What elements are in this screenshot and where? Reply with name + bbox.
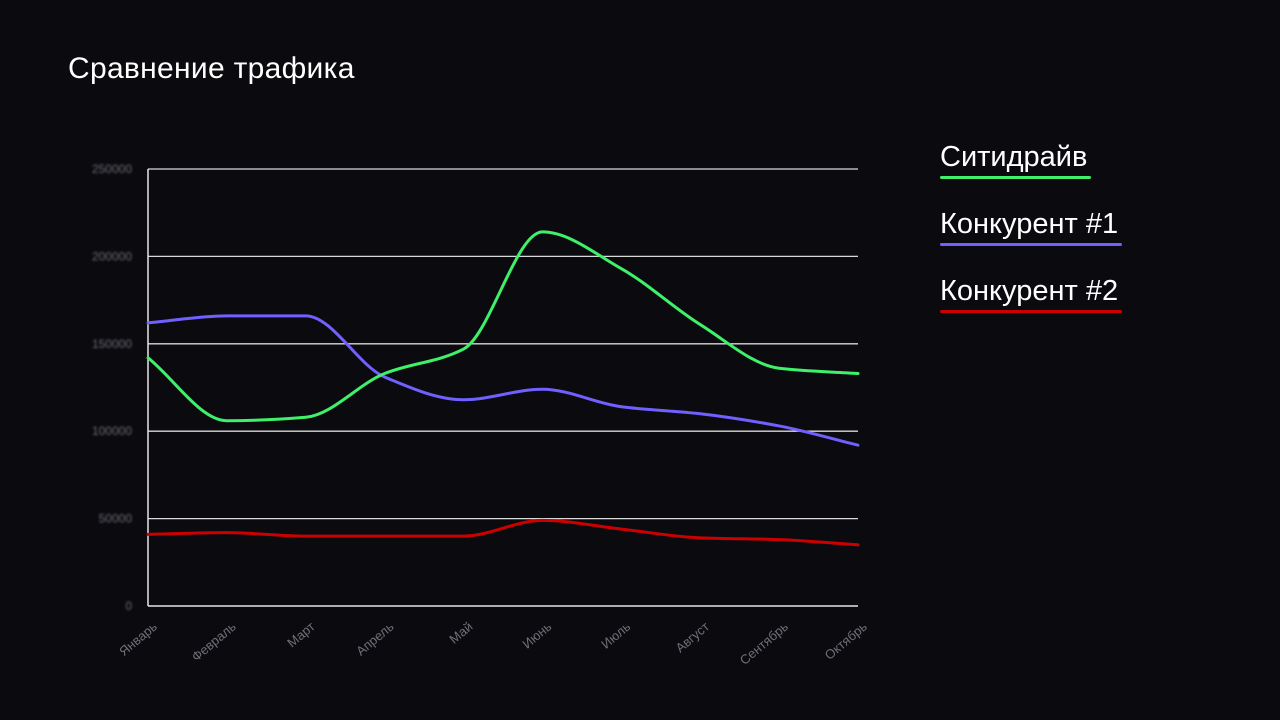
x-tick-label: Июль	[598, 619, 633, 652]
y-tick-label: 150000	[92, 337, 132, 351]
x-tick-label: Март	[284, 619, 318, 651]
legend-label: Конкурент #1	[940, 208, 1119, 240]
y-tick-label: 250000	[92, 162, 132, 176]
legend-swatch	[940, 310, 1123, 313]
slide-title: Сравнение трафика	[68, 52, 355, 85]
legend: Ситидрайв Конкурент #1 Конкурент #2	[940, 140, 1123, 341]
legend-label: Конкурент #2	[940, 275, 1119, 307]
series-line-2	[146, 314, 860, 447]
legend-swatch	[940, 176, 1092, 179]
x-tick-label: Апрель	[353, 619, 397, 659]
series-line-3	[146, 518, 860, 547]
legend-label: Ситидрайв	[940, 141, 1088, 173]
legend-item-series-3: Конкурент #2	[940, 274, 1123, 341]
y-tick-label: 100000	[92, 424, 132, 438]
series-line-1	[146, 230, 860, 423]
grid-lines	[148, 168, 858, 520]
x-tick-label: Февраль	[189, 619, 239, 665]
x-tick-label: Июнь	[519, 619, 554, 652]
legend-item-series-2: Конкурент #1	[940, 207, 1123, 274]
y-tick-labels: 0 50000 100000 150000 200000 250000	[92, 162, 132, 613]
axes	[147, 169, 858, 607]
x-tick-label: Май	[446, 619, 475, 647]
x-tick-labels: Январь Февраль Март Апрель Май Июнь Июль Август…	[116, 619, 870, 668]
x-tick-label: Август	[673, 619, 713, 656]
x-tick-label: Январь	[116, 619, 160, 659]
y-tick-label: 50000	[99, 512, 133, 526]
y-tick-label: 0	[125, 599, 132, 613]
series-lines	[146, 230, 860, 547]
legend-item-series-1: Ситидрайв	[940, 140, 1122, 207]
legend-swatch	[940, 243, 1123, 246]
x-tick-label: Октябрь	[822, 619, 870, 663]
y-tick-label: 200000	[92, 249, 132, 263]
x-tick-label: Сентябрь	[737, 619, 791, 668]
